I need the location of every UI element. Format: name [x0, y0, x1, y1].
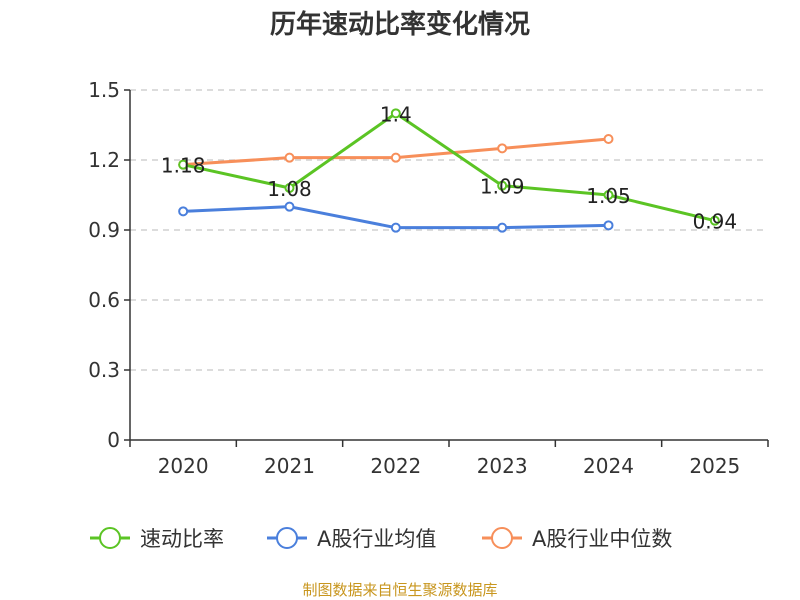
x-tick-label: 2024 [583, 454, 634, 478]
data-label: 1.18 [161, 154, 206, 178]
data-labels: 1.18 1.08 1.4 1.09 1.05 0.94 [161, 102, 737, 233]
legend-label-0: 速动比率 [140, 527, 224, 551]
data-point [284, 201, 295, 212]
series-line-0 [182, 111, 716, 223]
x-tick-label: 2020 [158, 454, 209, 478]
x-tick-label: 2021 [264, 454, 315, 478]
y-tick-label: 0 [107, 428, 120, 452]
x-tick-label: 2023 [477, 454, 528, 478]
data-point [497, 222, 508, 233]
series-group [178, 108, 720, 233]
y-tick-label: 1.5 [88, 78, 120, 102]
data-point [603, 190, 614, 200]
x-tick-label: 2022 [370, 454, 421, 478]
data-point [603, 220, 614, 231]
data-point [709, 215, 720, 226]
legend-label-2: A股行业中位数 [532, 527, 672, 551]
legend-marker-0 [99, 527, 121, 549]
data-point [284, 152, 295, 163]
data-point [497, 180, 508, 191]
y-tick-label: 0.9 [88, 218, 120, 242]
source-note: 制图数据来自恒生聚源数据库 [302, 581, 497, 599]
legend-label-1: A股行业均值 [317, 527, 436, 551]
x-tick-label: 2025 [689, 454, 740, 478]
axes: 0 0.3 0.6 0.9 1.2 1.5 2020 2021 2022 2023 2024 2025 [88, 78, 769, 478]
data-point [603, 134, 614, 144]
legend-marker-2 [491, 527, 513, 549]
data-point [178, 206, 189, 217]
data-point [284, 183, 295, 193]
data-label: 1.4 [380, 102, 412, 126]
y-tick-label: 0.3 [88, 358, 120, 382]
data-point [390, 152, 401, 163]
data-label: 1.05 [586, 184, 631, 208]
y-tick-label: 0.6 [88, 288, 120, 312]
data-point [178, 159, 189, 170]
y-tick-label: 1.2 [88, 148, 120, 172]
data-label: 1.08 [267, 177, 312, 201]
data-point [497, 143, 508, 154]
legend: 速动比率 A股行业均值 A股行业中位数 [90, 527, 672, 551]
data-point [390, 222, 401, 233]
grid [130, 89, 768, 371]
data-point [390, 108, 401, 119]
data-label: 1.09 [480, 175, 525, 199]
chart-title: 历年速动比率变化情况 [270, 9, 530, 40]
legend-marker-1 [276, 527, 298, 549]
data-label: 0.94 [693, 210, 738, 234]
